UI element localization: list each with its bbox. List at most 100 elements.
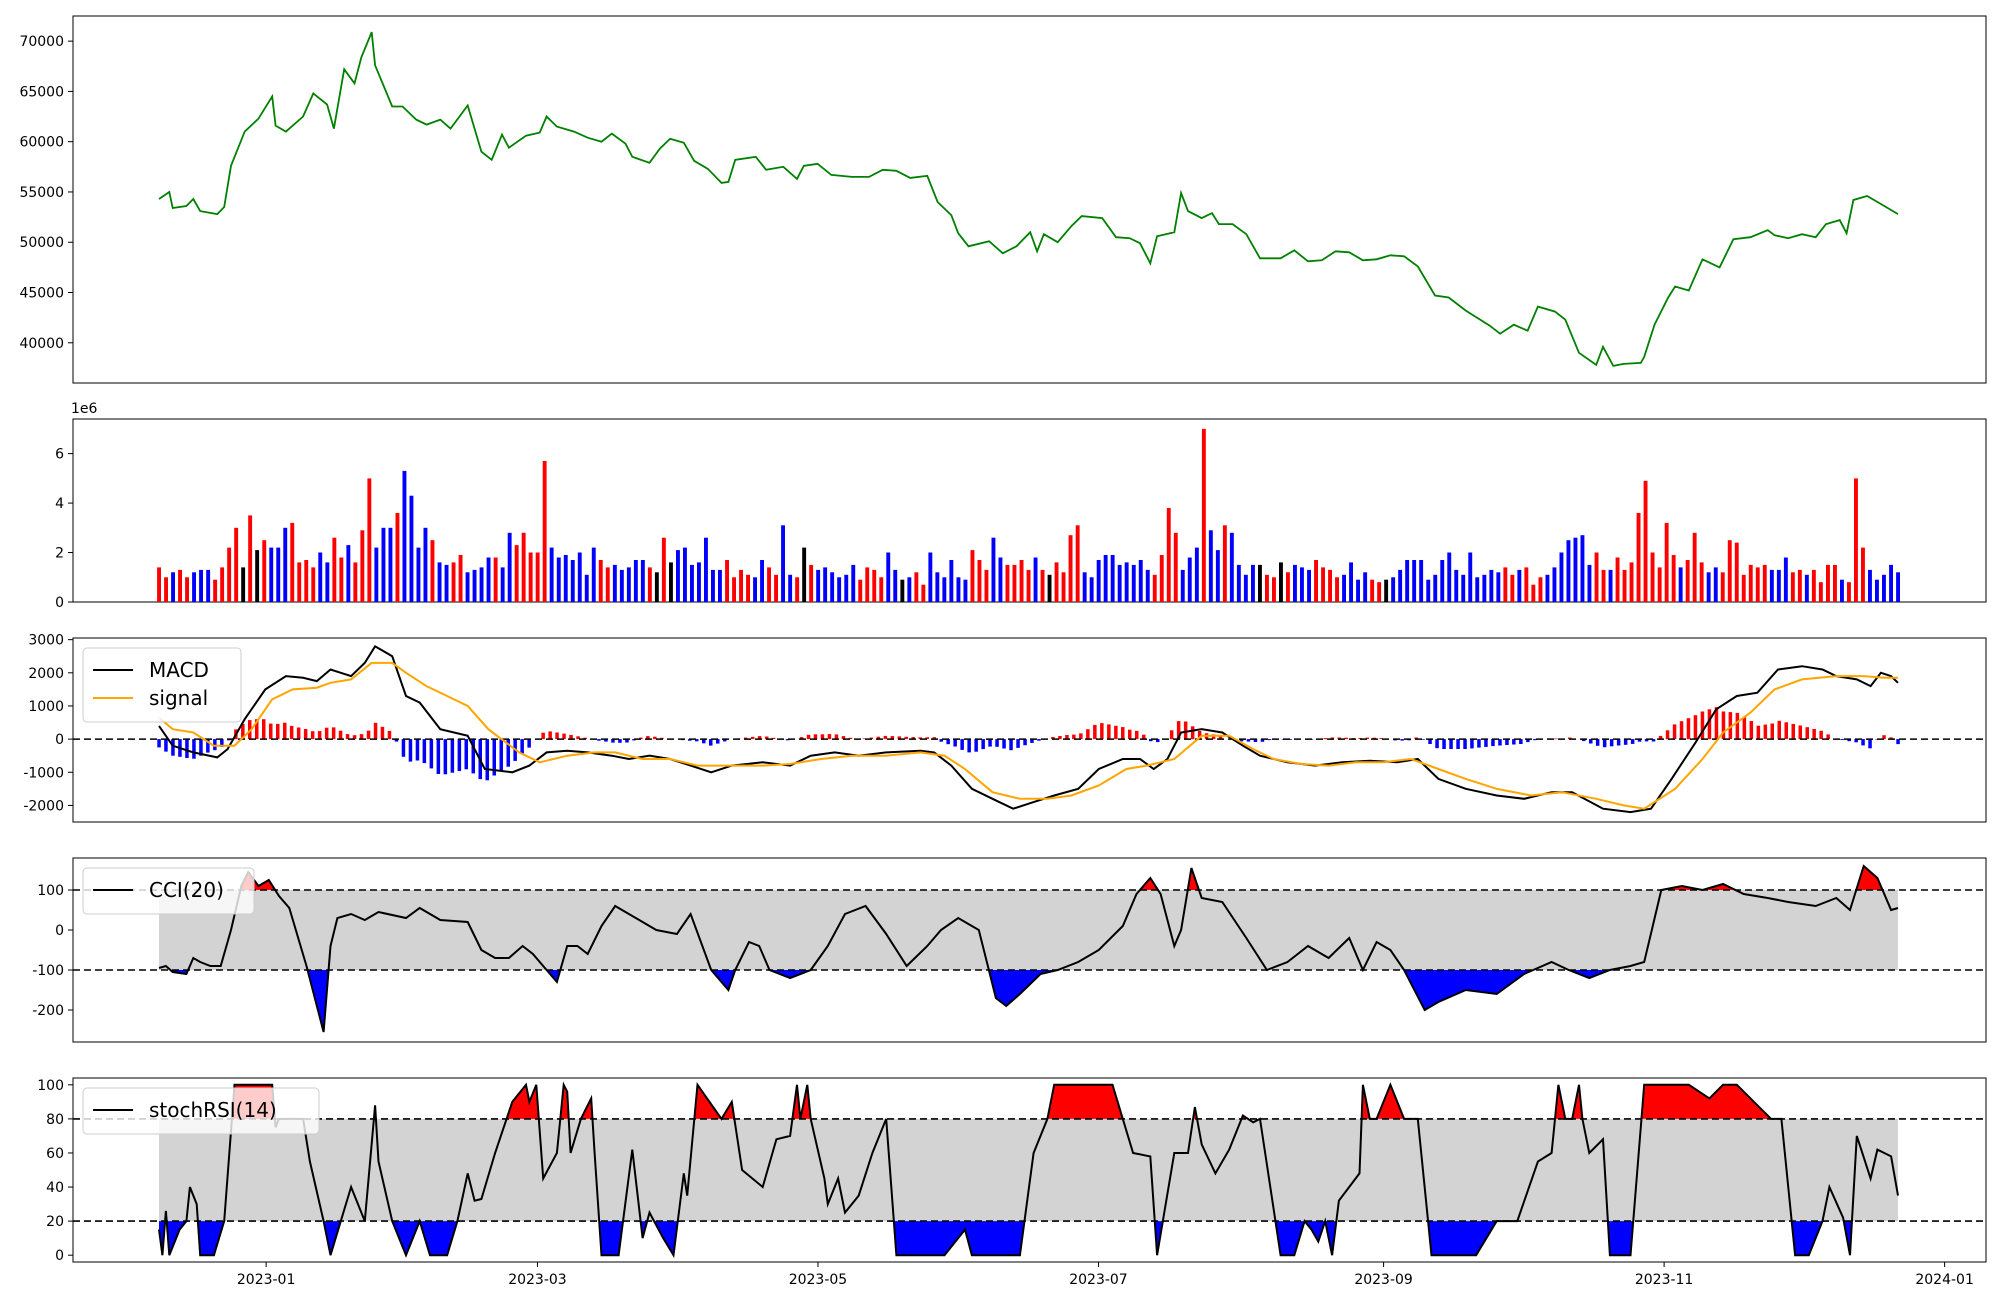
volume-bar	[647, 567, 652, 602]
volume-bar	[1131, 564, 1136, 602]
volume-bar	[1328, 569, 1332, 602]
stochrsi-line	[158, 1081, 1899, 1259]
macd-histogram-bar	[366, 730, 371, 740]
volume-bar	[907, 577, 912, 602]
macd-histogram-bar	[492, 739, 496, 776]
volume-bar	[753, 577, 757, 602]
volume-bar	[900, 579, 905, 602]
volume-bar	[1657, 567, 1662, 602]
volume-bar	[556, 557, 561, 602]
cci-oversold-fill	[769, 970, 811, 978]
macd-histogram-bar	[1135, 730, 1139, 740]
volume-bar	[248, 515, 253, 602]
macd-histogram-bar	[1826, 734, 1830, 740]
macd-histogram-bar	[1770, 723, 1774, 740]
volume-bar	[430, 540, 435, 602]
panel-frame	[72, 1077, 1987, 1263]
stochrsi-overbought-fill	[1641, 1084, 1772, 1119]
macd-histogram-bar	[164, 739, 168, 752]
volume-bar	[1524, 567, 1529, 602]
macd-histogram-bar	[653, 736, 657, 740]
volume-bar	[1671, 555, 1676, 602]
volume-bar	[1818, 582, 1823, 602]
y-tick-label: 2000	[28, 666, 64, 682]
y-tick-label: 4	[55, 496, 64, 512]
volume-bar	[1896, 572, 1900, 602]
macd-histogram-bar	[1449, 739, 1453, 749]
macd-histogram-bar	[1707, 709, 1712, 740]
macd-histogram-bar	[1421, 739, 1425, 740]
price-line	[158, 31, 1899, 367]
macd-histogram-bar	[939, 739, 943, 742]
volume-bar	[1741, 574, 1746, 602]
volume-bar	[479, 567, 484, 602]
volume-bar	[1804, 574, 1809, 602]
macd-histogram-bar	[359, 734, 364, 740]
volume-bar	[774, 574, 778, 602]
macd-histogram-bar	[1693, 715, 1698, 740]
volume-bar	[1307, 569, 1311, 602]
macd-histogram-bar	[1477, 739, 1481, 748]
macd-histogram-bar	[289, 725, 294, 740]
volume-bar	[1103, 555, 1108, 602]
macd-histogram-bar	[1798, 725, 1802, 740]
volume-bar	[220, 567, 225, 602]
volume-bar	[409, 495, 414, 602]
macd-histogram-bar	[1379, 738, 1383, 740]
volume-bar	[1847, 582, 1851, 602]
volume-bar	[542, 461, 547, 602]
macd-histogram-bar	[562, 733, 566, 740]
macd-histogram-bar	[338, 730, 343, 740]
macd-histogram-bar	[1428, 739, 1432, 744]
volume-bar	[809, 564, 814, 602]
macd-histogram-bar	[1777, 720, 1781, 740]
macd-histogram-bar	[695, 739, 699, 742]
macd-histogram-bar	[953, 739, 957, 747]
macd-histogram-bar	[1065, 735, 1069, 740]
volume-bar	[626, 567, 631, 602]
y-tick-label: 45000	[19, 286, 64, 302]
y-tick-label: 40	[46, 1180, 64, 1196]
macd-histogram-bar	[352, 735, 357, 740]
macd-histogram-bar	[1519, 739, 1523, 744]
volume-bar	[661, 537, 666, 602]
price-panel: 40000 45000 50000 55000 60000 65000 70000	[19, 15, 1987, 384]
volume-bar	[1622, 569, 1627, 602]
volume-bar	[374, 547, 379, 602]
volume-bar	[830, 572, 835, 602]
volume-bar	[1173, 532, 1178, 602]
signal-line	[158, 661, 1898, 810]
volume-bar	[605, 567, 610, 602]
macd-histogram-bar	[918, 737, 922, 740]
macd-histogram-bar	[960, 739, 964, 750]
volume-bar	[851, 564, 856, 602]
y-tick-label: 70000	[19, 34, 64, 50]
volume-bar	[1293, 564, 1297, 602]
macd-histogram-bar	[436, 739, 441, 774]
volume-bar	[206, 569, 211, 602]
macd-histogram-bar	[373, 722, 378, 740]
macd-histogram-bar	[1644, 739, 1649, 742]
macd-histogram-bar	[506, 739, 510, 767]
y-tick-label: 80	[46, 1112, 64, 1128]
macd-histogram-bar	[646, 736, 650, 740]
macd-histogram-bar	[1791, 723, 1795, 740]
macd-histogram-bar	[1819, 730, 1823, 740]
y-tick-label: 6	[55, 447, 64, 463]
panel-frame	[72, 637, 1987, 823]
volume-bar	[1433, 574, 1438, 602]
y-tick-label: 1000	[28, 699, 64, 715]
macd-histogram-bar	[576, 736, 580, 740]
volume-bar	[690, 564, 694, 602]
volume-bar	[1531, 584, 1536, 602]
macd-histogram-bar	[981, 739, 985, 750]
volume-bar	[318, 552, 323, 602]
volume-bar	[949, 560, 954, 602]
volume-bar	[942, 577, 947, 602]
volume-bar	[185, 577, 189, 602]
legend-label: CCI(20)	[149, 878, 224, 902]
volume-bar	[1734, 542, 1739, 602]
volume-bar	[241, 567, 246, 602]
macd-histogram-bar	[317, 731, 322, 740]
macd-histogram-bar	[1435, 739, 1439, 749]
